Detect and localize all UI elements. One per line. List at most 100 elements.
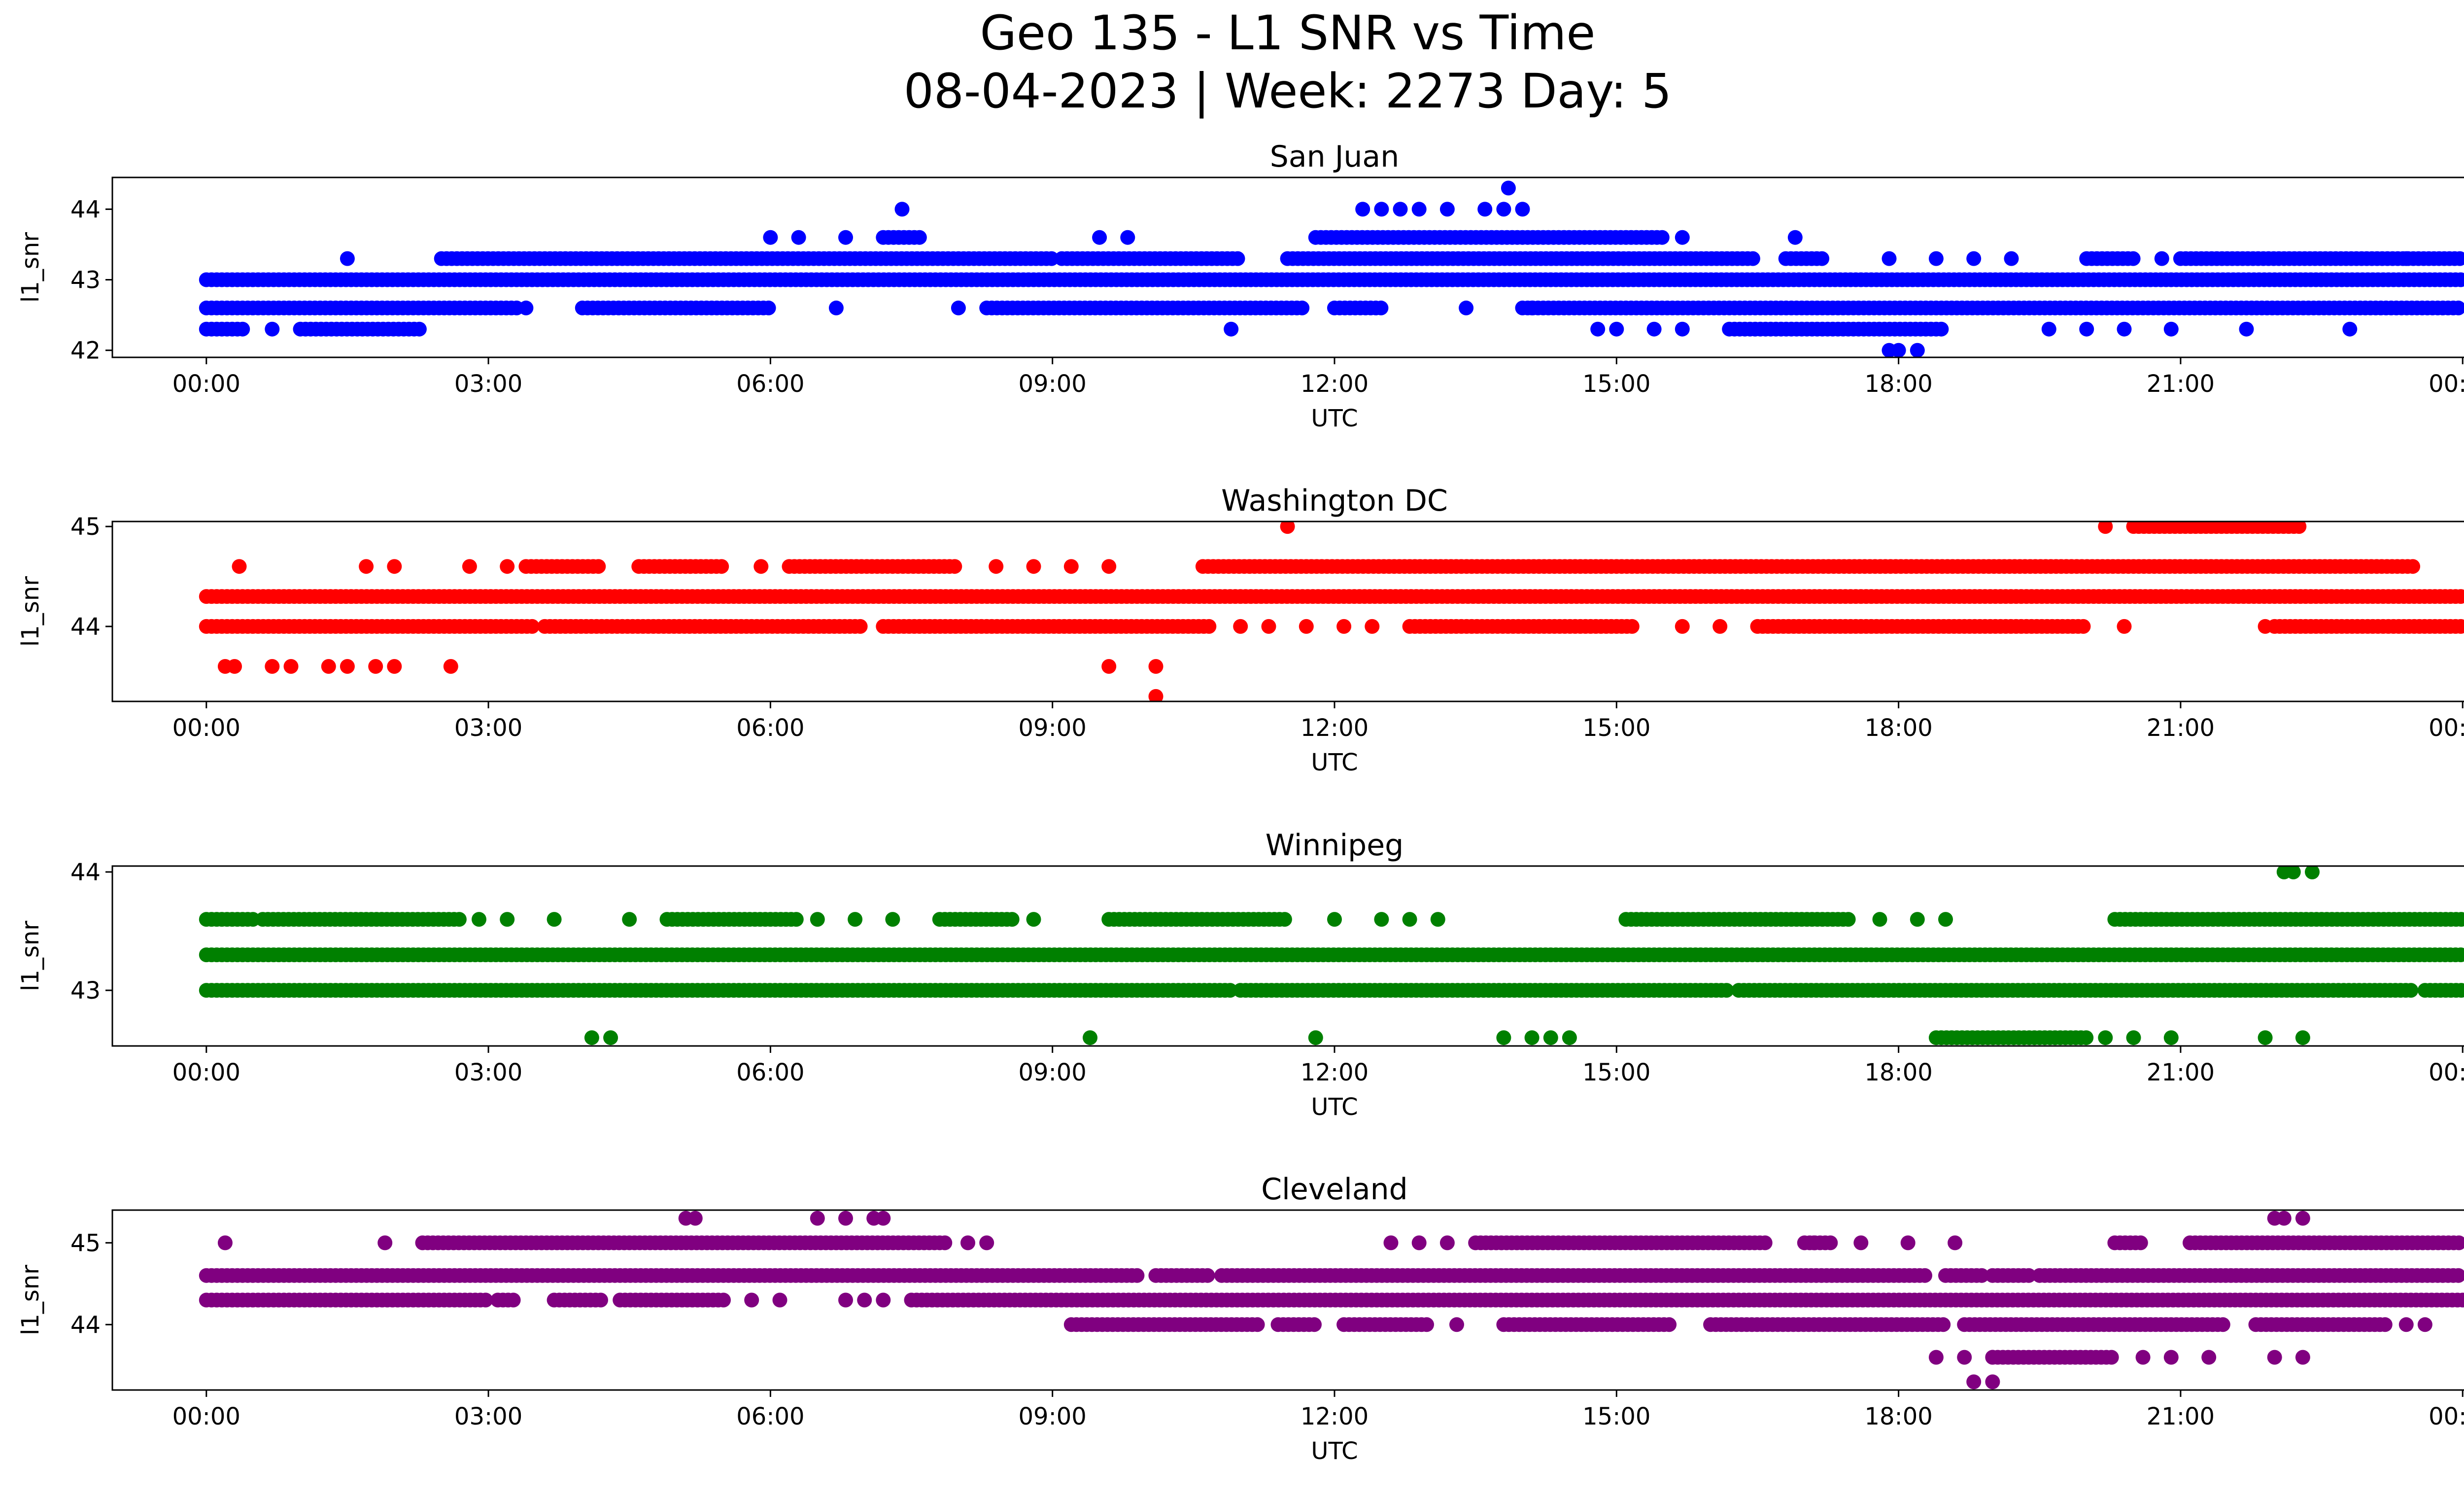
data-point <box>2453 589 2464 604</box>
data-point <box>359 559 374 574</box>
data-point <box>1120 230 1135 245</box>
data-point <box>937 1235 953 1251</box>
x-tick-label: 00:00 <box>2429 714 2464 742</box>
data-point <box>1261 619 1276 634</box>
data-point <box>387 659 402 674</box>
data-point <box>2454 983 2464 998</box>
x-tick-label: 15:00 <box>1582 1059 1650 1086</box>
data-point <box>2133 1235 2148 1251</box>
x-tick-label: 09:00 <box>1019 370 1087 398</box>
data-point <box>2021 1268 2036 1283</box>
data-point <box>1355 202 1370 217</box>
data-point <box>2076 619 2091 634</box>
data-point <box>753 559 769 574</box>
data-point <box>1063 559 1079 574</box>
data-point <box>2305 866 2320 879</box>
data-point <box>714 559 729 574</box>
data-point <box>2453 272 2464 287</box>
data-point <box>1787 230 1803 245</box>
data-point <box>1223 983 1238 998</box>
data-point <box>1936 1317 1951 1332</box>
x-tick-label: 03:00 <box>454 714 522 742</box>
data-points <box>199 1211 2464 1390</box>
data-point <box>2239 321 2254 337</box>
data-points <box>199 180 2464 357</box>
data-point <box>2041 321 2056 337</box>
x-axis-label: UTC <box>1311 749 1358 776</box>
x-tick-label: 18:00 <box>1864 714 1932 742</box>
data-point <box>622 912 637 927</box>
data-point <box>1101 659 1117 674</box>
data-point <box>2453 947 2464 963</box>
data-point <box>472 912 486 927</box>
data-point <box>2104 1350 2119 1365</box>
data-point <box>1026 559 1041 574</box>
data-point <box>1083 1030 1097 1045</box>
data-point <box>2126 1030 2141 1045</box>
data-point <box>1501 180 1516 196</box>
data-point <box>1646 321 1662 337</box>
x-tick-label: 06:00 <box>736 1059 804 1086</box>
data-point <box>912 230 927 245</box>
data-point <box>2286 866 2301 879</box>
panel-title: San Juan <box>1270 139 1399 174</box>
data-point <box>1745 251 1760 266</box>
data-point <box>603 1030 618 1045</box>
data-point <box>1496 1030 1511 1045</box>
data-point <box>788 912 804 927</box>
data-point <box>853 619 868 634</box>
data-point <box>2154 251 2169 266</box>
x-tick-label: 03:00 <box>454 1059 522 1086</box>
data-point <box>2098 1030 2113 1045</box>
data-point <box>1823 1235 1838 1251</box>
data-point <box>1477 202 1493 217</box>
data-point <box>894 202 910 217</box>
data-point <box>1872 912 1887 927</box>
data-point <box>1004 912 1020 927</box>
x-tick-label: 09:00 <box>1019 714 1087 742</box>
data-point <box>1624 619 1640 634</box>
data-point <box>2292 522 2307 534</box>
data-point <box>1562 1030 1577 1045</box>
data-point <box>2163 321 2179 337</box>
data-point <box>1365 619 1380 634</box>
y-tick-label: 44 <box>70 859 101 886</box>
data-point <box>761 300 776 315</box>
y-axis-label: l1_snr <box>17 921 44 991</box>
x-tick-label: 12:00 <box>1300 714 1369 742</box>
y-tick-label: 44 <box>70 613 101 641</box>
data-point <box>2453 619 2464 634</box>
data-point <box>1590 321 1606 337</box>
data-point <box>1543 1030 1558 1045</box>
data-point <box>1374 202 1389 217</box>
data-point <box>1524 1030 1540 1045</box>
x-axis-label: UTC <box>1311 1093 1358 1121</box>
data-point <box>232 559 247 574</box>
data-point <box>547 912 562 927</box>
data-point <box>1148 689 1164 701</box>
data-point <box>518 300 534 315</box>
data-point <box>1882 251 1897 266</box>
data-point <box>1092 230 1107 245</box>
x-tick-label: 21:00 <box>2147 714 2215 742</box>
data-point <box>791 230 806 245</box>
data-point <box>2451 300 2464 315</box>
data-point <box>810 1211 825 1226</box>
data-point <box>2079 321 2094 337</box>
y-tick-label: 45 <box>70 513 101 541</box>
figure-title-line2: 08-04-2023 | Week: 2273 Day: 5 <box>904 64 1672 119</box>
panels: San Juan 00:00 03:00 06:00 09:00 12:00 15:00 18… <box>17 139 2464 1465</box>
data-point <box>1373 300 1389 315</box>
data-point <box>885 912 900 927</box>
data-point <box>951 300 966 315</box>
y-tick-label: 44 <box>70 196 101 223</box>
data-point <box>2452 251 2464 266</box>
data-point <box>1148 659 1164 674</box>
data-point <box>593 1292 608 1308</box>
data-point <box>2215 1317 2230 1332</box>
x-tick-label: 21:00 <box>2147 370 2215 398</box>
data-point <box>265 659 280 674</box>
data-point <box>1044 251 1059 266</box>
